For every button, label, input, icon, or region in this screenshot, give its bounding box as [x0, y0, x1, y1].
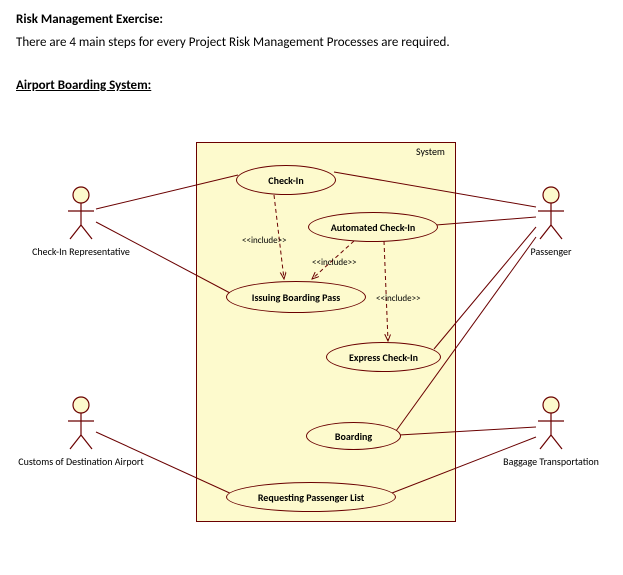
- actor-label-baggage: Baggage Transportation: [481, 455, 621, 468]
- actor-label-customs: Customs of Destination Airport: [11, 455, 151, 468]
- actor-passenger: [538, 187, 564, 239]
- include-label-1: <<include>>: [242, 235, 287, 246]
- actor-label-passenger: Passenger: [481, 245, 621, 258]
- usecase-issuing: Issuing Boarding Pass: [226, 281, 366, 313]
- usecase-auto-checkin: Automated Check-In: [308, 212, 438, 242]
- usecase-checkin: Check-In: [236, 165, 336, 195]
- actor-label-checkin-rep: Check-In Representative: [11, 245, 151, 258]
- subtitle: Airport Boarding System:: [16, 78, 607, 93]
- intro-text: There are 4 main steps for every Project…: [16, 35, 607, 50]
- usecase-reqlist: Requesting Passenger List: [226, 482, 396, 512]
- actor-customs: [68, 397, 94, 449]
- include-label-2: <<include>>: [312, 257, 357, 268]
- page-title: Risk Management Exercise:: [16, 12, 607, 27]
- usecase-express: Express Check-In: [326, 342, 441, 372]
- use-case-diagram: System: [16, 117, 606, 527]
- usecase-boarding: Boarding: [306, 422, 401, 450]
- include-label-3: <<include>>: [376, 293, 421, 304]
- actor-baggage: [538, 397, 564, 449]
- actor-checkin-rep: [68, 187, 94, 239]
